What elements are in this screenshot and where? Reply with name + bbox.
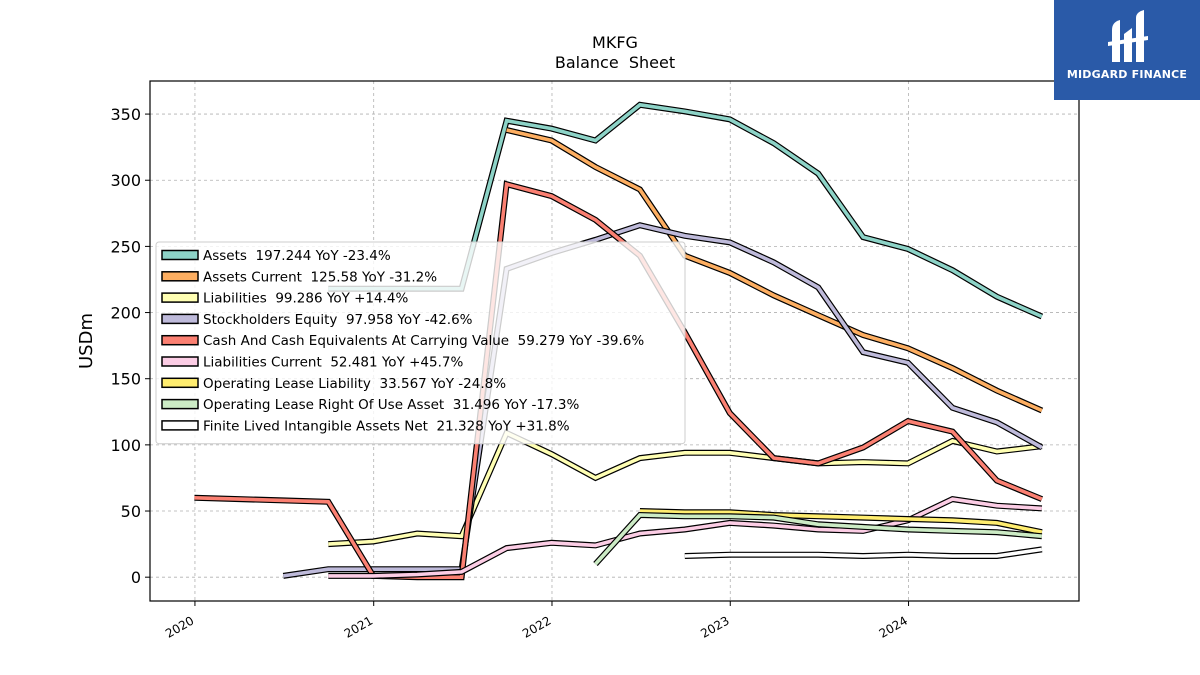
midgard-finance-logo: MIDGARD FINANCE: [1054, 0, 1200, 100]
series-line-1: [505, 127, 1044, 414]
legend-label: Finite Lived Intangible Assets Net 21.32…: [203, 418, 570, 434]
y-tick-label: 350: [110, 105, 141, 124]
legend-item: Liabilities 99.286 YoY +14.4%: [161, 291, 408, 307]
y-tick-label: 50: [121, 502, 141, 521]
legend-swatch: [161, 271, 199, 282]
legend-item: Operating Lease Right Of Use Asset 31.49…: [161, 397, 579, 413]
legend-swatch: [161, 334, 199, 346]
legend-label: Operating Lease Liability 33.567 YoY -24…: [203, 376, 506, 392]
logo-mark-icon: [1108, 10, 1148, 62]
x-tick-label: 2024: [877, 613, 910, 640]
legend-item: Liabilities Current 52.481 YoY +45.7%: [161, 355, 463, 371]
series-line-5: [328, 495, 1043, 579]
y-tick-label: 150: [110, 370, 141, 389]
y-tick-label: 250: [110, 237, 141, 256]
legend-item: Operating Lease Liability 33.567 YoY -24…: [161, 376, 506, 392]
legend: Assets 197.244 YoY -23.4% Assets Current …: [155, 241, 686, 445]
plot-frame: [149, 80, 1080, 602]
legend-swatch: [161, 313, 199, 325]
x-tick-label: 2022: [520, 613, 553, 640]
chart-title: MKFG: [592, 33, 638, 52]
legend-label: Assets 197.244 YoY -23.4%: [203, 248, 391, 264]
x-tick-label: 2021: [342, 613, 375, 640]
legend-item: Assets Current 125.58 YoY -31.2%: [161, 269, 437, 285]
y-tick-label: 300: [110, 171, 141, 190]
x-tick-label: 2023: [698, 613, 731, 640]
series-line-8: [684, 546, 1043, 560]
legend-label: Assets Current 125.58 YoY -31.2%: [203, 269, 437, 285]
series-lines: [194, 101, 1044, 581]
y-tick-label: 200: [110, 304, 141, 323]
chart-subtitle: Balance Sheet: [555, 53, 675, 72]
legend-item: Cash And Cash Equivalents At Carrying Va…: [161, 333, 644, 349]
legend-box: [155, 241, 686, 445]
series-line-7: [593, 511, 1043, 567]
legend-swatch: [161, 292, 199, 303]
legend-label: Cash And Cash Equivalents At Carrying Va…: [203, 333, 644, 349]
legend-label: Liabilities Current 52.481 YoY +45.7%: [203, 355, 463, 371]
y-axis-label: USDm: [76, 313, 97, 369]
legend-swatch: [161, 356, 199, 367]
series-line-4: [194, 180, 1044, 581]
legend-label: Operating Lease Right Of Use Asset 31.49…: [203, 397, 579, 413]
series-line-6: [639, 508, 1043, 536]
legend-item: Assets 197.244 YoY -23.4%: [161, 248, 391, 264]
y-axis-ticks: 0 50 100 150 200 250 300 350: [110, 105, 150, 587]
x-axis-ticks: 2020 2021 2022 2023 2024: [163, 601, 910, 641]
legend-label: Liabilities 99.286 YoY +14.4%: [203, 291, 408, 307]
logo-text: MIDGARD FINANCE: [1066, 68, 1188, 81]
y-tick-label: 100: [110, 436, 141, 455]
y-tick-label: 0: [131, 568, 141, 587]
legend-label: Stockholders Equity 97.958 YoY -42.6%: [203, 312, 473, 328]
legend-item: Finite Lived Intangible Assets Net 21.32…: [161, 418, 570, 434]
x-tick-label: 2020: [163, 613, 196, 640]
series-line-2: [328, 428, 1043, 548]
legend-swatch: [161, 249, 199, 261]
series-line-3: [282, 222, 1044, 579]
legend-swatch: [161, 377, 199, 389]
legend-item: Stockholders Equity 97.958 YoY -42.6%: [161, 312, 473, 328]
legend-swatch: [161, 420, 199, 431]
legend-swatch: [161, 398, 199, 410]
